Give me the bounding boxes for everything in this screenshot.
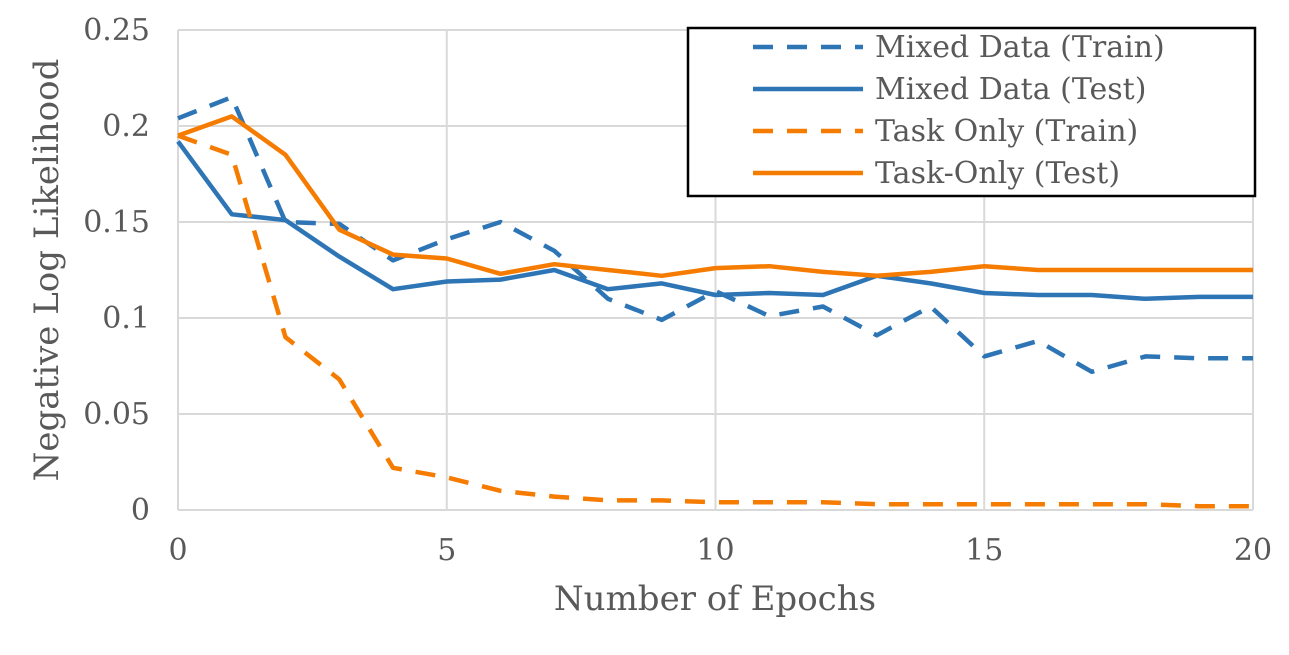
legend-label-task-only-train: Task Only (Train) [875,114,1138,149]
y-tick-label: 0.2 [102,109,150,144]
x-axis-title: Number of Epochs [554,579,876,619]
series-line-task-only-test [177,114,1253,279]
x-tick-label: 20 [1234,533,1272,568]
legend-items: Mixed Data (Train) Mixed Data (Test) Task … [753,30,1165,191]
x-tick-label: 15 [965,533,1003,568]
legend-label-mixed-data-train: Mixed Data (Train) [875,30,1165,65]
y-axis-ticks: 0 0.05 0.1 0.15 0.2 0.25 [83,13,150,528]
x-tick-label: 0 [168,533,187,568]
x-tick-label: 5 [437,533,456,568]
y-tick-label: 0.05 [83,397,150,432]
legend-box [686,26,1257,198]
series-lines [176,94,1253,509]
legend: Mixed Data (Train) Mixed Data (Test) Task … [686,26,1257,198]
x-tick-label: 10 [696,533,734,568]
legend-label-task-only-test: Task-Only (Test) [875,156,1120,191]
legend-label-mixed-data-test: Mixed Data (Test) [875,72,1146,107]
series-line-mixed-data-test [176,140,1253,302]
series-line-task-only-train [177,133,1253,509]
y-tick-label: 0.1 [102,301,150,336]
y-tick-label: 0.25 [83,13,150,48]
x-axis-ticks: 0 5 10 15 20 [168,533,1272,568]
y-tick-label: 0 [131,493,150,528]
y-tick-label: 0.15 [83,205,150,240]
y-axis-title: Negative Log Likelihood [27,59,67,482]
